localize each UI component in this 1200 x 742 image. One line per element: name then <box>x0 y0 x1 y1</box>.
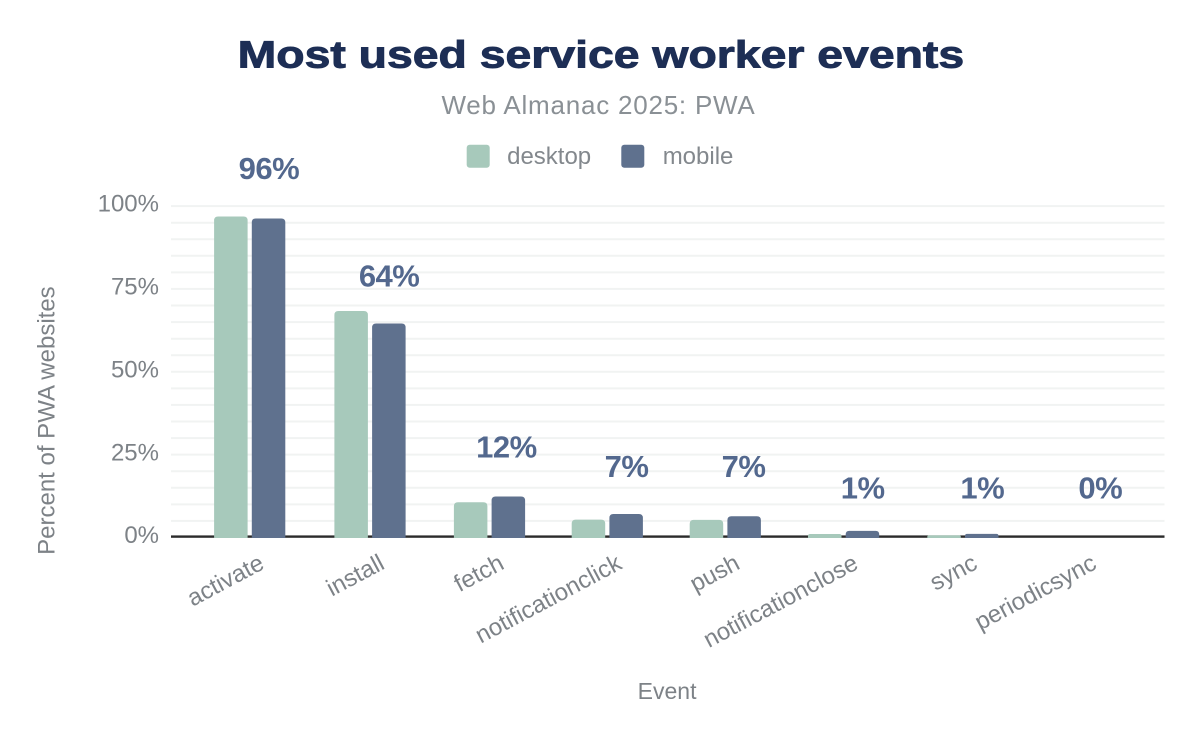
svg-text:Event: Event <box>638 678 697 704</box>
svg-text:0%: 0% <box>124 522 159 549</box>
svg-text:mobile: mobile <box>663 143 734 170</box>
svg-text:Most used service worker event: Most used service worker events <box>238 34 964 76</box>
svg-text:100%: 100% <box>98 191 159 218</box>
svg-text:25%: 25% <box>111 439 159 466</box>
svg-text:7%: 7% <box>722 449 766 484</box>
svg-text:Percent of PWA websites: Percent of PWA websites <box>34 286 61 555</box>
svg-text:1%: 1% <box>841 470 885 505</box>
svg-text:75%: 75% <box>111 274 159 301</box>
svg-text:64%: 64% <box>359 258 420 293</box>
svg-text:12%: 12% <box>476 430 537 465</box>
svg-text:96%: 96% <box>239 151 300 186</box>
svg-text:1%: 1% <box>960 470 1004 505</box>
svg-text:Web Almanac 2025: PWA: Web Almanac 2025: PWA <box>441 90 755 120</box>
svg-text:7%: 7% <box>605 449 649 484</box>
svg-text:desktop: desktop <box>507 143 591 170</box>
svg-text:0%: 0% <box>1078 470 1122 505</box>
svg-text:50%: 50% <box>111 356 159 383</box>
